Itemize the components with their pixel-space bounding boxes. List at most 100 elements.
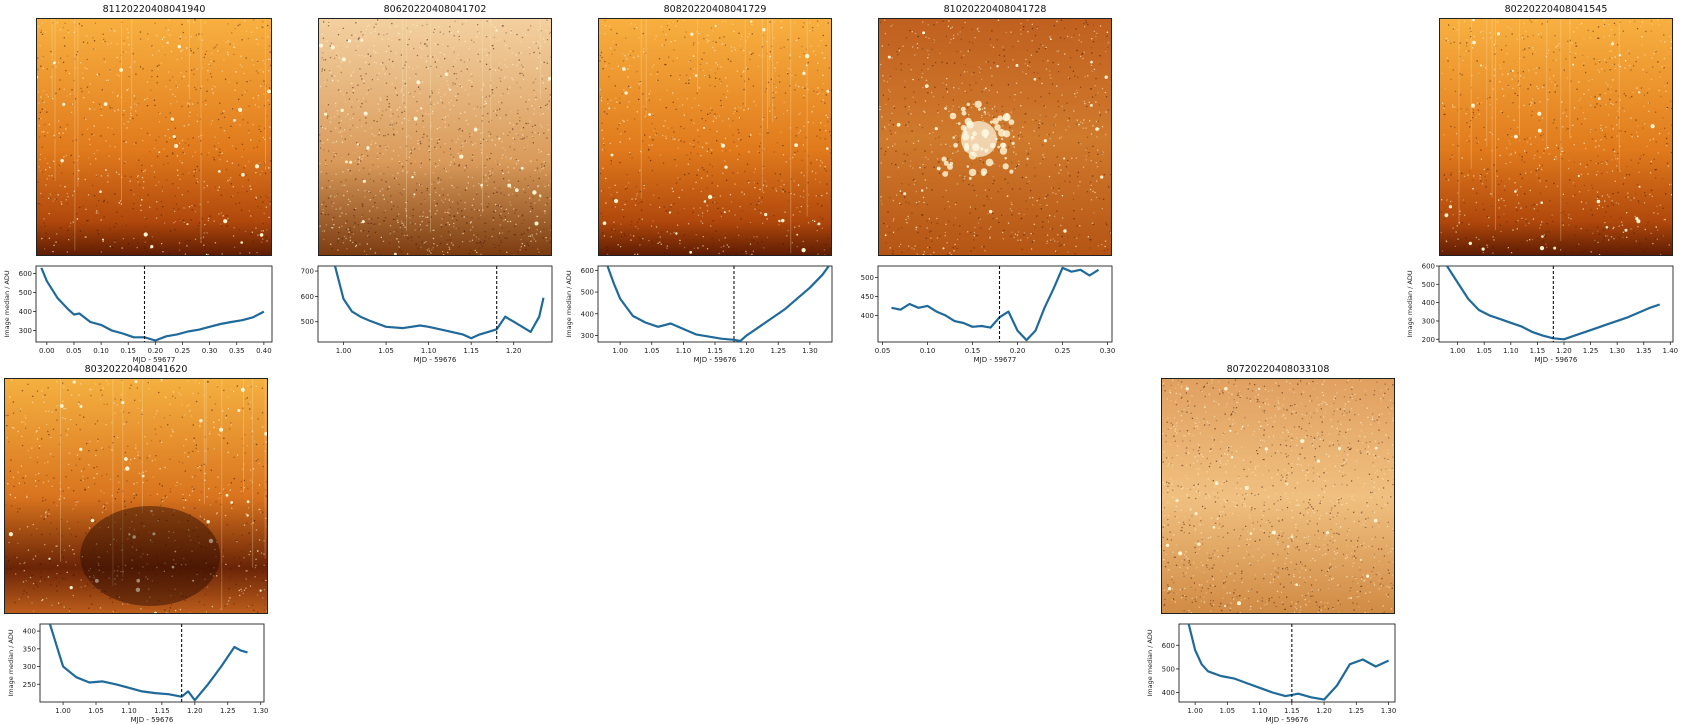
y-tick-label: 400 (581, 310, 594, 318)
x-tick-label: 1.30 (1381, 707, 1397, 715)
x-tick-label: 0.25 (175, 347, 191, 355)
x-tick-label: 1.10 (421, 347, 437, 355)
x-tick-label: 1.05 (644, 347, 660, 355)
median-series-line (1189, 624, 1389, 700)
x-tick-label: 0.25 (1055, 347, 1071, 355)
y-tick-label: 400 (19, 308, 32, 316)
sky-image (318, 18, 552, 256)
median-series-line (50, 624, 248, 700)
plot-frame (878, 266, 1112, 342)
x-tick-label: 1.25 (1349, 707, 1365, 715)
x-tick-label: 1.25 (1583, 347, 1599, 355)
x-tick-label: 1.30 (253, 707, 269, 715)
plot-frame (36, 266, 272, 342)
x-tick-label: 1.00 (55, 707, 71, 715)
x-tick-label: 1.10 (1252, 707, 1268, 715)
x-tick-label: 0.05 (875, 347, 891, 355)
x-axis-label: MJD - 59677 (974, 356, 1017, 364)
y-tick-label: 600 (1422, 263, 1435, 271)
y-tick-label: 450 (861, 293, 874, 301)
x-tick-label: 1.05 (1220, 707, 1236, 715)
x-tick-label: 0.35 (229, 347, 245, 355)
x-tick-label: 1.10 (676, 347, 692, 355)
image-title: 80320220408041620 (4, 364, 268, 376)
plot-frame (318, 266, 552, 342)
median-series-line (335, 266, 544, 338)
x-tick-label: 1.20 (739, 347, 755, 355)
x-tick-label: 1.40 (1663, 347, 1679, 355)
x-tick-label: 1.25 (220, 707, 236, 715)
x-tick-label: 1.00 (336, 347, 352, 355)
x-tick-label: 1.35 (1636, 347, 1652, 355)
x-tick-label: 1.00 (612, 347, 628, 355)
image-title: 81120220408041940 (36, 4, 272, 16)
y-tick-label: 700 (301, 268, 314, 276)
sky-image (4, 378, 268, 614)
x-axis-label: MJD - 59676 (1535, 356, 1578, 364)
x-tick-label: 1.10 (1503, 347, 1519, 355)
x-tick-label: 0.15 (120, 347, 136, 355)
sky-image (598, 18, 832, 256)
x-tick-label: 1.15 (707, 347, 723, 355)
y-axis-label: Image median / ADU (1146, 629, 1154, 697)
image-title: 80220220408041545 (1439, 4, 1673, 16)
x-tick-label: 1.05 (88, 707, 104, 715)
x-axis-label: MJD - 59676 (414, 356, 457, 364)
x-tick-label: 0.20 (148, 347, 164, 355)
x-tick-label: 1.15 (154, 707, 170, 715)
y-tick-label: 400 (1422, 299, 1435, 307)
plot-frame (40, 624, 264, 702)
x-tick-label: 1.20 (506, 347, 522, 355)
x-tick-label: 1.10 (121, 707, 137, 715)
sky-image (1161, 378, 1395, 614)
median-series-line (608, 266, 829, 341)
y-tick-label: 350 (23, 645, 36, 653)
y-tick-label: 400 (1162, 689, 1175, 697)
x-tick-label: 1.20 (1556, 347, 1572, 355)
y-tick-label: 200 (1422, 336, 1435, 344)
y-tick-label: 300 (581, 332, 594, 340)
x-tick-label: 0.10 (920, 347, 936, 355)
image-title: 80720220408033108 (1161, 364, 1395, 376)
x-tick-label: 0.00 (39, 347, 55, 355)
y-tick-label: 500 (861, 274, 874, 282)
x-tick-label: 0.15 (965, 347, 981, 355)
x-tick-label: 1.15 (1530, 347, 1546, 355)
y-tick-label: 600 (1162, 642, 1175, 650)
x-tick-label: 0.30 (202, 347, 218, 355)
x-tick-label: 0.40 (256, 347, 272, 355)
x-tick-label: 0.10 (93, 347, 109, 355)
y-tick-label: 300 (23, 663, 36, 671)
x-axis-label: MJD - 59676 (1266, 716, 1309, 724)
y-axis-label: Image median / ADU (565, 270, 573, 338)
y-tick-label: 500 (581, 289, 594, 297)
x-tick-label: 0.30 (1100, 347, 1116, 355)
x-axis-label: MJD - 59676 (131, 716, 174, 724)
y-tick-label: 500 (1162, 665, 1175, 673)
y-axis-label: Image median / ADU (7, 629, 15, 697)
median-series-line (892, 268, 1099, 340)
x-tick-label: 1.30 (1609, 347, 1625, 355)
x-axis-label: MJD - 59677 (133, 356, 176, 364)
image-title: 80620220408041702 (318, 4, 552, 16)
y-axis-label: Image median / ADU (3, 270, 11, 338)
x-tick-label: 1.15 (1284, 707, 1300, 715)
x-tick-label: 1.30 (802, 347, 818, 355)
x-tick-label: 1.15 (463, 347, 479, 355)
x-axis-label: MJD - 59676 (694, 356, 737, 364)
sky-image (36, 18, 272, 256)
y-tick-label: 250 (23, 681, 36, 689)
